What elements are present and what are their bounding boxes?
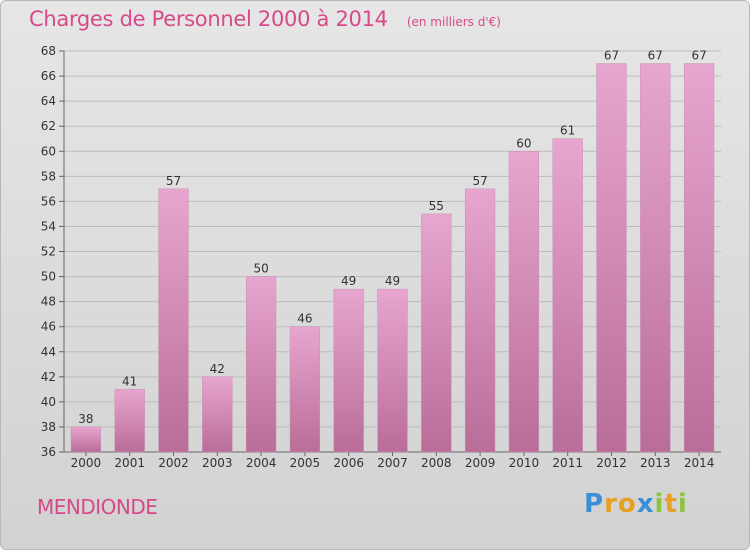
value-label: 55 xyxy=(429,199,444,213)
value-label: 49 xyxy=(341,274,356,288)
x-tick-label: 2001 xyxy=(114,456,145,470)
bar xyxy=(640,63,671,453)
y-tick-label: 62 xyxy=(41,119,56,133)
bar xyxy=(289,326,321,453)
y-tick-label: 38 xyxy=(41,420,56,434)
y-tick-label: 48 xyxy=(41,295,56,309)
y-tick-label: 68 xyxy=(41,44,56,58)
logo-letter: P xyxy=(584,489,605,519)
chart-subtitle: (en milliers d'€) xyxy=(406,15,501,29)
x-tick-label: 2005 xyxy=(290,456,321,470)
value-label: 41 xyxy=(122,374,137,388)
y-tick-label: 40 xyxy=(41,395,56,409)
bar xyxy=(333,288,364,453)
y-tick-label: 56 xyxy=(41,194,56,208)
value-label: 49 xyxy=(385,274,400,288)
bar xyxy=(421,213,452,453)
logo-letter: t xyxy=(664,489,678,519)
y-tick-label: 52 xyxy=(41,245,56,259)
logo-letter: i xyxy=(677,489,688,519)
bar xyxy=(70,426,102,453)
logo-letter: o xyxy=(617,489,637,519)
x-tick-label: 2000 xyxy=(71,456,102,470)
x-tick-label: 2004 xyxy=(246,456,277,470)
value-label: 42 xyxy=(210,362,225,376)
value-label: 61 xyxy=(560,124,575,138)
value-label: 50 xyxy=(253,262,268,276)
value-label: 67 xyxy=(604,49,619,63)
x-tick-label: 2013 xyxy=(640,456,671,470)
y-tick-label: 58 xyxy=(41,169,56,183)
bar xyxy=(464,188,496,453)
chart-title: Charges de Personnel 2000 à 2014 xyxy=(29,7,388,31)
bar xyxy=(377,288,408,453)
x-tick-label: 2012 xyxy=(596,456,627,470)
value-label: 57 xyxy=(166,174,181,188)
commune-name: MENDIONDE xyxy=(37,495,158,519)
value-label: 46 xyxy=(297,312,312,326)
x-tick-label: 2008 xyxy=(421,456,452,470)
logo-letter: r xyxy=(604,489,618,519)
y-tick-label: 60 xyxy=(41,144,56,158)
bar xyxy=(596,63,627,453)
y-tick-label: 36 xyxy=(41,445,56,459)
x-tick-label: 2010 xyxy=(509,456,540,470)
logo-letter: x xyxy=(636,489,655,519)
proxiti-logo: Proxiti xyxy=(584,489,688,519)
bar xyxy=(508,151,540,453)
x-tick-label: 2011 xyxy=(552,456,583,470)
y-tick-label: 64 xyxy=(41,94,56,108)
bar xyxy=(114,389,145,453)
value-label: 57 xyxy=(472,174,487,188)
y-tick-label: 42 xyxy=(41,370,56,384)
y-tick-label: 44 xyxy=(41,345,56,359)
bar xyxy=(552,138,583,453)
y-tick-label: 54 xyxy=(41,219,56,233)
value-label: 38 xyxy=(78,412,93,426)
value-label: 60 xyxy=(516,136,531,150)
y-tick-label: 66 xyxy=(41,69,56,83)
x-tick-label: 2009 xyxy=(465,456,496,470)
x-tick-label: 2014 xyxy=(684,456,715,470)
x-tick-label: 2002 xyxy=(158,456,189,470)
value-label: 67 xyxy=(648,49,663,63)
logo-letter: i xyxy=(654,489,665,519)
x-tick-label: 2007 xyxy=(377,456,408,470)
bar xyxy=(683,63,715,453)
bar xyxy=(245,276,277,453)
y-tick-label: 50 xyxy=(41,270,56,284)
bar xyxy=(202,376,233,453)
chart-title-block: Charges de Personnel 2000 à 2014 (en mil… xyxy=(29,7,501,31)
value-label: 67 xyxy=(691,49,706,63)
value-labels: 38 41 57 42 50 46 49 49 55 57 60 61 67 67 67 xyxy=(78,49,706,426)
x-tick-label: 2003 xyxy=(202,456,233,470)
x-tick-label: 2006 xyxy=(333,456,364,470)
y-tick-label: 46 xyxy=(41,320,56,334)
bar xyxy=(158,188,189,453)
bars xyxy=(70,63,715,453)
